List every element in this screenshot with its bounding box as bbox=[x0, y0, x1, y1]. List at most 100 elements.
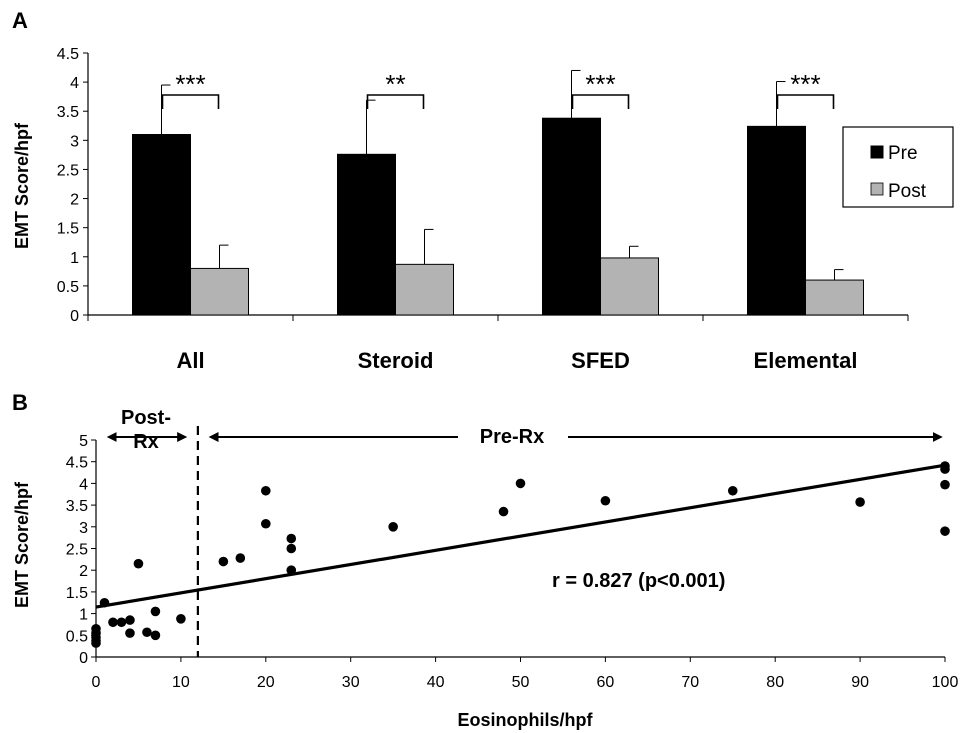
scatter-point bbox=[125, 615, 135, 625]
panel-a-bars bbox=[132, 69, 864, 316]
scatter-point bbox=[150, 630, 161, 641]
bar-post bbox=[600, 257, 659, 316]
scatter-point bbox=[91, 638, 101, 648]
scatter-point bbox=[108, 617, 118, 628]
panel-b-x-tick-label: 70 bbox=[681, 674, 699, 691]
scatter-point bbox=[940, 479, 950, 490]
panel-b-y-tick-label: 1.5 bbox=[66, 585, 88, 602]
regression-line bbox=[95, 463, 946, 609]
panel-a-y-tick-label: 2.5 bbox=[57, 162, 79, 179]
panel-a-y-tick-label: 1 bbox=[70, 250, 79, 267]
panel-b-x-tick-label: 60 bbox=[597, 674, 615, 691]
bar-pre bbox=[542, 117, 601, 316]
panel-a-y-axis-title-group: EMT Score/hpf bbox=[12, 122, 32, 249]
panel-b-y-tick-label: 0.5 bbox=[66, 628, 88, 645]
panel-a-y-tick-label: 2 bbox=[70, 192, 79, 209]
significance-stars: *** bbox=[175, 69, 205, 99]
scatter-point bbox=[515, 478, 526, 489]
legend-pre-swatch bbox=[870, 145, 884, 159]
significance-stars: *** bbox=[790, 69, 820, 99]
scatter-point bbox=[150, 606, 161, 617]
scatter-point bbox=[99, 597, 110, 608]
panel-a-y-tick-label: 0 bbox=[70, 308, 79, 325]
panel-a-category-label: All bbox=[176, 348, 204, 373]
post-rx-label-line1: Post- bbox=[121, 407, 171, 429]
pre-rx-label: Pre-Rx bbox=[480, 426, 544, 448]
scatter-point bbox=[125, 628, 135, 638]
panel-b-y-tick-label: 3.5 bbox=[66, 498, 88, 515]
scatter-point bbox=[286, 533, 297, 544]
panel-a-y-tick-label: 0.5 bbox=[57, 279, 79, 296]
panel-b-x-tick-label: 80 bbox=[766, 674, 784, 691]
scatter-point bbox=[261, 518, 271, 529]
scatter-point bbox=[727, 485, 738, 496]
bar-pre bbox=[132, 134, 191, 316]
panel-b-x-tick-label: 100 bbox=[932, 674, 959, 691]
panel-b-x-tick-label: 30 bbox=[342, 674, 360, 691]
panel-b-axes: 00.511.522.533.544.550 10 20 30 40 50 60 70 80 90… bbox=[66, 433, 959, 691]
scatter-point bbox=[388, 522, 398, 532]
significance-bracket bbox=[776, 94, 835, 109]
scatter-point bbox=[286, 543, 297, 554]
scatter-point bbox=[286, 565, 297, 575]
post-rx-label-line2: Rx bbox=[133, 431, 159, 453]
panel-b-plot bbox=[91, 426, 950, 657]
panel-a-y-tick-label: 4 bbox=[70, 75, 79, 92]
scatter-point bbox=[261, 485, 271, 496]
panel-b-y-tick-label: 2.5 bbox=[66, 542, 88, 559]
panel-b-x-tick-label: 40 bbox=[427, 674, 445, 691]
scatter-point bbox=[940, 464, 950, 474]
panel-b-y-tick-label: 5 bbox=[79, 433, 88, 450]
panel-a-axes: 0 0.5 1 1.5 2 2.5 3 3.5 4 4.5 All Steroid SFED Elemen… bbox=[57, 46, 909, 373]
legend-post-label: Post bbox=[888, 181, 927, 202]
legend-box bbox=[842, 126, 954, 208]
panel-b-letter: B bbox=[12, 390, 28, 415]
significance-stars: *** bbox=[585, 69, 615, 99]
panel-a-y-tick-label: 3 bbox=[70, 133, 79, 150]
scatter-point bbox=[600, 495, 611, 506]
scatter-point bbox=[133, 558, 144, 569]
panel-b-y-tick-label: 4 bbox=[79, 476, 88, 493]
significance-stars: ** bbox=[385, 69, 405, 99]
scatter-point bbox=[940, 526, 950, 536]
panel-b-x-tick-label: 10 bbox=[172, 674, 190, 691]
panel-b-y-tick-label: 4.5 bbox=[66, 455, 88, 472]
scatter-point bbox=[855, 497, 865, 507]
panel-a-category-label: SFED bbox=[571, 348, 630, 373]
panel-a-category-label: Elemental bbox=[754, 348, 858, 373]
legend-pre-label: Pre bbox=[888, 143, 918, 164]
panel-a-y-tick-label: 4.5 bbox=[57, 46, 79, 63]
panel-b-y-tick-label: 1 bbox=[79, 607, 88, 624]
panel-b-y-tick-label: 3 bbox=[79, 520, 88, 537]
panel-a-y-tick-label: 3.5 bbox=[57, 104, 79, 121]
scatter-point bbox=[498, 506, 509, 517]
panel-b-y-axis-title: EMT Score/hpf bbox=[12, 481, 32, 608]
scatter-point bbox=[176, 614, 186, 624]
bar-post bbox=[805, 279, 864, 316]
significance-bracket bbox=[366, 94, 425, 109]
panel-a-category-label: Steroid bbox=[358, 348, 434, 373]
panel-a-y-tick-label: 1.5 bbox=[57, 221, 79, 238]
panel-b-x-tick-label: 50 bbox=[512, 674, 530, 691]
bar-post bbox=[190, 267, 249, 316]
scatter-point bbox=[116, 617, 127, 628]
panel-b-x-axis-title: Eosinophils/hpf bbox=[458, 710, 594, 730]
legend: Pre Post bbox=[842, 126, 954, 208]
significance-bracket bbox=[571, 94, 630, 109]
scatter-point bbox=[142, 627, 152, 638]
scatter-point bbox=[235, 553, 246, 563]
bar-pre bbox=[337, 153, 396, 316]
panel-b-x-tick-label: 90 bbox=[851, 674, 869, 691]
legend-post-swatch bbox=[870, 182, 884, 196]
significance-bracket bbox=[161, 94, 220, 109]
scatter-point bbox=[218, 556, 229, 567]
correlation-label: r = 0.827 (p<0.001) bbox=[552, 570, 725, 592]
panel-b-x-tick-label: 20 bbox=[257, 674, 275, 691]
panel-b-x-tick-label: 0 bbox=[92, 674, 101, 691]
panel-a-letter: A bbox=[12, 8, 28, 33]
bar-pre bbox=[747, 125, 806, 316]
panel-b-y-tick-label: 2 bbox=[79, 563, 88, 580]
panel-b-y-tick-label: 0 bbox=[79, 650, 88, 667]
bar-post bbox=[395, 263, 454, 316]
